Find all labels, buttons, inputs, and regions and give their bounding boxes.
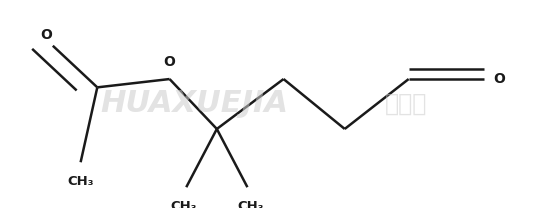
Text: CH₃: CH₃ [237,200,264,208]
Text: HUAXUEJIA: HUAXUEJIA [101,89,289,119]
Text: O: O [163,55,176,69]
Text: O: O [494,72,505,86]
Text: CH₃: CH₃ [170,200,197,208]
Text: 化学加: 化学加 [385,92,427,116]
Text: CH₃: CH₃ [67,175,94,188]
Text: O: O [40,28,52,42]
